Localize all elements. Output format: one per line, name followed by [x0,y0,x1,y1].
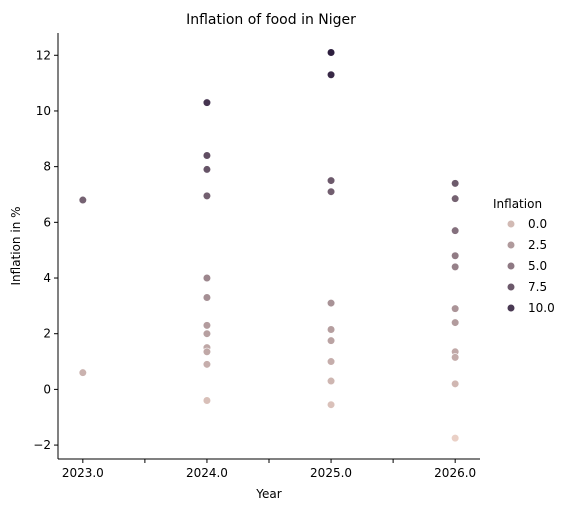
data-point [326,187,336,196]
legend-marker [506,282,516,292]
data-point [451,353,460,362]
x-axis-ticks: 2023.0 2024.0 2025.0 2026.0 [62,459,476,480]
data-point [202,191,212,200]
data-point [451,262,460,271]
y-axis-ticks: −2 0 2 4 6 8 10 12 [33,48,58,452]
y-tick-label: 4 [43,271,51,285]
legend: Inflation 0.0 2.5 5.0 7.5 10.0 [493,197,555,315]
data-point [451,194,460,203]
data-point [78,368,87,377]
chart-title: Inflation of food in Niger [186,12,356,28]
data-point [451,379,460,388]
y-tick-label: 0 [43,382,51,396]
data-point [202,347,212,356]
legend-marker [506,219,516,229]
data-point [451,179,460,188]
data-point [451,304,460,313]
data-point [326,400,336,409]
legend-entries: 0.0 2.5 5.0 7.5 10.0 [506,217,555,315]
y-tick-label: 8 [43,160,51,174]
data-point [451,434,460,443]
data-point [326,336,336,345]
y-tick-label: −2 [33,438,51,452]
legend-marker [506,261,516,271]
data-point [326,357,336,366]
y-tick-label: 12 [36,48,51,62]
data-point [326,325,336,334]
data-point [202,321,212,330]
x-tick-label: 2025.0 [310,466,352,480]
legend-label: 5.0 [528,259,547,273]
legend-marker [506,303,516,313]
data-point [326,48,336,57]
legend-label: 2.5 [528,238,547,252]
x-axis-title: Year [255,487,281,501]
data-point [202,293,212,302]
data-point [78,195,87,205]
data-point [326,376,336,386]
data-point [202,151,212,160]
y-tick-label: 2 [43,327,51,341]
data-point [202,165,212,174]
legend-label: 7.5 [528,280,547,294]
data-point [326,176,336,185]
legend-label: 10.0 [528,301,555,315]
data-point [202,396,212,405]
x-tick-label: 2023.0 [62,466,104,480]
data-point [202,360,212,369]
data-point [451,318,460,327]
data-point [451,251,460,260]
y-axis-title: Inflation in % [9,206,23,285]
data-points [78,48,460,443]
y-tick-label: 6 [43,215,51,229]
data-point [202,98,212,107]
data-point [326,70,336,79]
legend-marker [506,240,516,250]
legend-label: 0.0 [528,217,547,231]
x-tick-label: 2024.0 [186,466,228,480]
y-tick-label: 10 [36,104,51,118]
legend-title: Inflation [493,197,542,211]
data-point [451,226,460,235]
x-tick-label: 2026.0 [434,466,476,480]
data-point [326,298,336,308]
data-point [202,329,212,338]
data-point [202,273,212,283]
